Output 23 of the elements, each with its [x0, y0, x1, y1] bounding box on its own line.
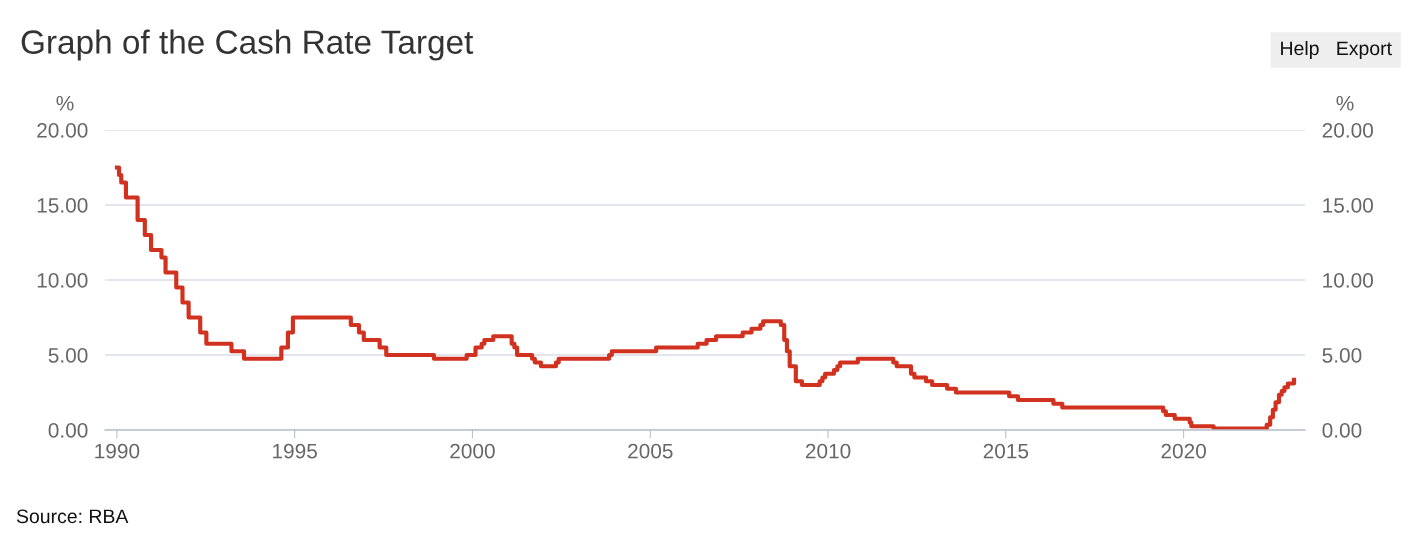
y-tick-label: 20.00 [37, 123, 88, 138]
x-tick-label: 2010 [805, 443, 851, 459]
x-tick-label: 1990 [95, 443, 140, 459]
y-tick-label: 15.00 [37, 198, 88, 213]
text: Help [1281, 40, 1319, 60]
y2-axis-title: % [1336, 95, 1354, 111]
x-tick-label: 2005 [628, 443, 673, 459]
y2-tick-label: 10.00 [1323, 273, 1373, 288]
y-tick-label: 5.00 [48, 348, 88, 363]
text: Export [1337, 41, 1392, 60]
x-tick-label: 2000 [450, 443, 495, 459]
x-tick-label: 2020 [1161, 443, 1206, 459]
x-tick-label: 2015 [983, 443, 1029, 459]
chart-title: Graph of the Cash Rate Target [21, 29, 474, 61]
y2-tick-label: 15.00 [1323, 198, 1373, 213]
x-tick-label: 1995 [273, 443, 317, 459]
y-tick-label: 10.00 [37, 273, 88, 288]
y2-tick-label: 20.00 [1322, 123, 1373, 138]
source-note: Source: RBA [16, 509, 129, 524]
y2-tick-label: 0.00 [1322, 423, 1362, 438]
y2-tick-label: 5.00 [1322, 348, 1362, 363]
y-axis-title: % [56, 95, 74, 111]
y-tick-label: 0.00 [48, 423, 88, 438]
